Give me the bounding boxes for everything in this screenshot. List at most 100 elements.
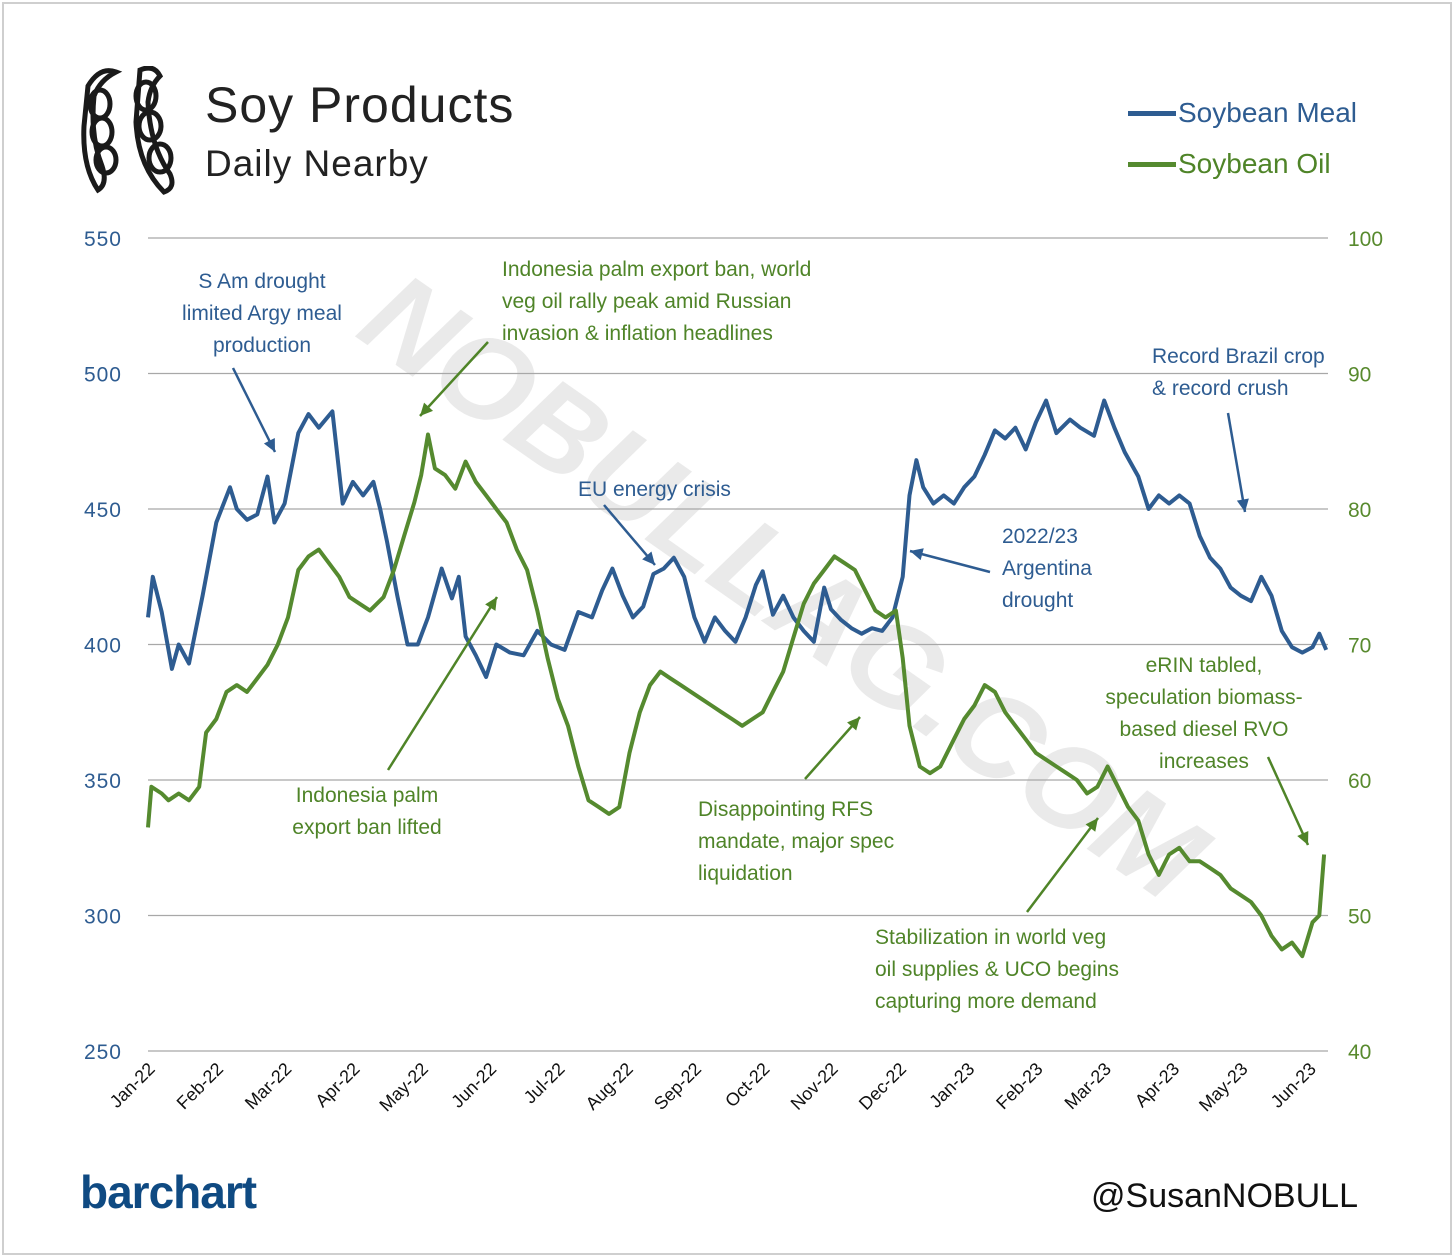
annotation-line: Disappointing RFS [698,798,873,821]
annotations: S Am drought limited Argy meal production I… [182,258,1325,1013]
arrowhead [910,548,924,561]
right-tick-label: 100 [1348,228,1383,251]
x-tick-label: Apr-23 [1131,1059,1183,1111]
x-tick-label: Apr-22 [311,1059,363,1111]
annotation-line: eRIN tabled, [1146,654,1263,677]
legend-label-soybean-meal: Soybean Meal [1178,97,1358,128]
annotation: 2022/23 Argentina drought [1002,525,1092,612]
x-tick-label: May-22 [375,1059,432,1116]
annotation-line: veg oil rally peak amid Russian [502,290,791,313]
annotation-line: oil supplies & UCO begins [875,958,1119,981]
arrowhead [1236,498,1249,512]
annotation-line: Indonesia palm [296,784,438,807]
right-tick-label: 40 [1348,1041,1371,1064]
annotation: EU energy crisis [578,478,731,501]
page-subtitle: Daily Nearby [205,143,429,184]
annotation-line: limited Argy meal [182,302,342,325]
legend-item-soybean-meal: Soybean Meal [1128,95,1357,131]
series-layer [146,398,1329,959]
arrowhead [642,551,655,565]
right-tick-label: 90 [1348,364,1371,387]
x-tick-label: Sep-22 [650,1059,705,1114]
author-handle: @SusanNOBULL [1091,1177,1358,1215]
x-tick-label: Jan-22 [106,1059,159,1112]
annotation: Indonesia palm export ban lifted [292,784,441,839]
watermark: NOBULLAG.COM [338,247,1231,928]
annotation-line: drought [1002,589,1073,612]
right-tick-label: 70 [1348,635,1371,658]
right-tick-label: 50 [1348,906,1371,929]
x-tick-label: Feb-22 [173,1059,227,1113]
x-tick-label: Nov-22 [787,1059,842,1114]
arrowhead [485,597,497,611]
annotation: Disappointing RFS mandate, major spec liqu… [698,798,894,885]
page-title: Soy Products [205,77,515,133]
annotation-arrow [603,504,656,566]
annotation-line: speculation biomass- [1105,686,1302,709]
x-tick-label: Oct-22 [721,1059,773,1111]
annotation-line: S Am drought [198,270,325,293]
left-axis: 250 300 350 400 450 500 550 [84,228,122,1064]
annotation: Stabilization in world veg oil supplies &… [875,926,1119,1013]
x-tick-label: Jun-23 [1267,1059,1320,1112]
annotation-line: Argentina [1002,557,1092,580]
arrowhead [420,402,434,416]
x-tick-label: Feb-23 [992,1059,1046,1113]
legend-swatch-soybean-oil [1128,161,1176,167]
annotation-line: Indonesia palm export ban, world [502,258,811,281]
left-tick-label: 250 [84,1041,122,1064]
annotation-line: capturing more demand [875,990,1097,1013]
annotation-line: EU energy crisis [578,478,731,501]
annotation-arrow [386,596,499,771]
annotation-arrow [909,549,991,574]
right-tick-label: 80 [1348,499,1371,522]
x-tick-label: May-23 [1195,1059,1252,1116]
left-tick-label: 350 [84,770,122,793]
legend-item-soybean-oil: Soybean Oil [1128,146,1331,182]
right-tick-label: 60 [1348,770,1371,793]
annotation-line: 2022/23 [1002,525,1078,548]
x-tick-label: Jun-22 [447,1059,500,1112]
annotation-line: Record Brazil crop [1152,345,1325,368]
left-tick-label: 550 [84,228,122,251]
left-tick-label: 400 [84,635,122,658]
arrowhead [1297,831,1309,845]
right-axis: 40 50 60 70 80 90 100 [1348,228,1383,1064]
annotation-arrow [231,367,277,453]
arrowhead [1085,818,1098,832]
x-tick-label: Mar-22 [241,1059,295,1113]
series-line-soybean-meal [146,398,1329,679]
series-line-soybean-oil [146,432,1327,959]
annotation-line: & record crush [1152,377,1289,400]
annotation-arrows [231,341,1310,913]
x-tick-label: Aug-22 [582,1059,637,1114]
left-tick-label: 500 [84,364,122,387]
arrowhead [847,717,860,731]
annotation-line: increases [1159,750,1249,773]
annotation-line: export ban lifted [292,816,441,839]
x-tick-label: Jul-22 [520,1059,569,1108]
annotation-line: liquidation [698,862,793,885]
legend-label-soybean-oil: Soybean Oil [1178,148,1331,179]
annotation-line: based diesel RVO [1120,718,1289,741]
arrowhead [263,438,275,452]
annotation: Indonesia palm export ban, world veg oil … [502,258,811,345]
x-tick-label: Jan-23 [925,1059,978,1112]
x-tick-label: Mar-23 [1061,1059,1115,1113]
soybean-pods-icon [81,66,175,195]
annotation-arrow [1226,412,1247,513]
annotation: Record Brazil crop & record crush [1152,345,1325,400]
annotation-arrow [804,716,861,780]
annotation-line: mandate, major spec [698,830,894,853]
annotation-arrow [419,341,489,417]
brand-logo: barchart [80,1166,257,1218]
x-axis: Jan-22 Feb-22 Mar-22 Apr-22 May-22 Jun-22 Jul-… [106,1059,1320,1116]
annotation-line: invasion & inflation headlines [502,322,773,345]
legend-swatch-soybean-meal [1128,110,1176,116]
annotation-arrow [1026,817,1099,913]
annotation-line: Stabilization in world veg [875,926,1106,949]
annotation: eRIN tabled, speculation biomass-based di… [1105,654,1302,773]
annotation-line: production [213,334,311,357]
left-tick-label: 450 [84,499,122,522]
